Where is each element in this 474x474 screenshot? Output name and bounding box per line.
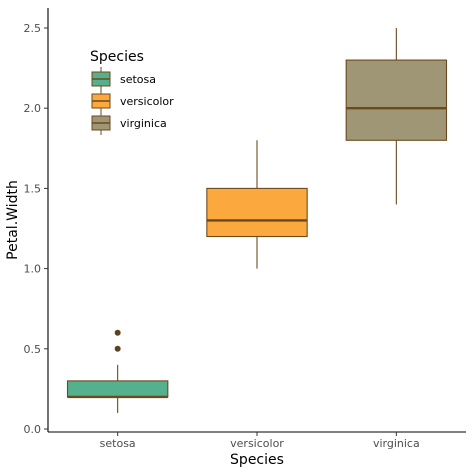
plot-area xyxy=(66,28,448,413)
x-tick-label: versicolor xyxy=(230,437,284,450)
box-rect xyxy=(66,380,169,398)
legend-item-virginica: virginica xyxy=(91,111,167,135)
y-tick-label: 2.0 xyxy=(24,102,42,115)
box-setosa xyxy=(66,329,169,413)
axes: 0.0 0.5 1.0 1.5 2.0 2.5 setosa versicolor virgin… xyxy=(24,8,466,450)
outlier-point xyxy=(114,345,121,352)
legend-label: setosa xyxy=(120,73,156,86)
x-tick-label: setosa xyxy=(100,437,136,450)
y-tick-label: 1.5 xyxy=(24,182,42,195)
x-axis-title: Species xyxy=(230,452,284,468)
box-virginica xyxy=(345,28,448,205)
legend-label: virginica xyxy=(120,117,167,130)
legend-item-setosa: setosa xyxy=(91,67,156,91)
y-tick-label: 0.5 xyxy=(24,343,42,356)
y-tick-label: 2.5 xyxy=(24,22,42,35)
legend-label: versicolor xyxy=(120,95,174,108)
y-tick-label: 1.0 xyxy=(24,263,42,276)
box-rect xyxy=(345,59,448,141)
legend: Species setosa versicolor virginica xyxy=(90,49,174,135)
legend-title: Species xyxy=(90,49,144,65)
y-axis-title: Petal.Width xyxy=(5,180,21,260)
outlier-point xyxy=(114,329,121,336)
y-tick-label: 0.0 xyxy=(24,423,42,436)
legend-item-versicolor: versicolor xyxy=(91,89,174,113)
x-tick-label: virginica xyxy=(373,437,420,450)
box-rect xyxy=(206,187,308,238)
box-versicolor xyxy=(206,140,308,269)
